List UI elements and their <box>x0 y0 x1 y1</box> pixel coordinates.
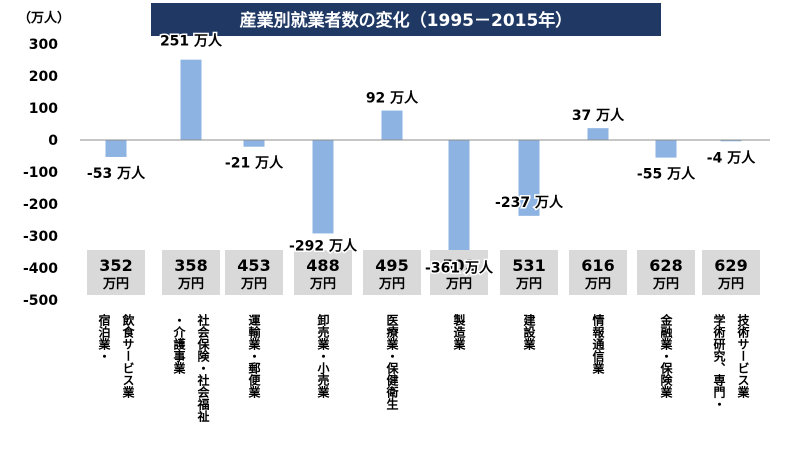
bar <box>180 59 202 140</box>
y-tick-label: 200 <box>29 69 58 85</box>
total-box-bg <box>363 250 421 295</box>
bar <box>655 140 677 158</box>
total-value: 531 <box>512 256 545 275</box>
category-label-line: ・介護事業 <box>172 314 186 374</box>
total-box: 531 万円 <box>500 250 558 295</box>
category-label-line: 建設業 <box>522 314 536 350</box>
bar <box>720 140 742 142</box>
category-label-line: 学術研究、専門・ <box>712 314 726 410</box>
bar <box>587 128 609 140</box>
category-label: 製造業 <box>429 314 489 444</box>
y-axis-label: （万人） <box>18 10 70 26</box>
y-tick-label: 300 <box>29 37 58 53</box>
category-label-line: 社会保険・社会福祉 <box>196 314 210 422</box>
y-tick-label: -400 <box>23 261 58 277</box>
data-label: -361 万人 <box>425 260 494 277</box>
category-label-line: 製造業 <box>452 314 466 350</box>
category-label-line: 宿泊業・ <box>97 314 111 362</box>
bar <box>381 110 403 140</box>
category-label-line: 医療業・保健衛生 <box>385 314 399 410</box>
data-label: 37 万人 <box>572 107 625 124</box>
total-box: 358 万円 <box>162 250 220 295</box>
total-box-bg <box>637 250 695 295</box>
title-banner <box>151 3 661 36</box>
category-label-line: 飲食サービス業 <box>121 314 135 398</box>
total-box-bg <box>162 250 220 295</box>
total-unit: 万円 <box>717 277 744 292</box>
total-box-bg <box>500 250 558 295</box>
data-label: 92 万人 <box>366 90 419 107</box>
total-value: 629 <box>714 256 747 275</box>
total-unit: 万円 <box>445 277 472 292</box>
total-box-bg <box>225 250 283 295</box>
category-label: 技術サービス業 学術研究、専門・ <box>701 314 761 444</box>
y-tick-label: 100 <box>29 101 58 117</box>
total-box-bg <box>569 250 627 295</box>
total-unit: 万円 <box>102 277 129 292</box>
category-label-line: 情報通信業 <box>591 314 605 374</box>
total-value: 502 <box>442 256 475 275</box>
category-label: 医療業・保健衛生 <box>362 314 422 444</box>
total-value: 628 <box>649 256 682 275</box>
total-box-bg <box>702 250 760 295</box>
bar <box>448 140 470 256</box>
total-unit: 万円 <box>515 277 542 292</box>
total-box-bg <box>87 250 145 295</box>
data-label: -292 万人 <box>289 237 358 254</box>
bar <box>312 140 334 234</box>
total-value: 488 <box>306 256 339 275</box>
category-label-line: 運輸業・郵便業 <box>247 314 261 398</box>
total-value: 616 <box>581 256 614 275</box>
category-label: 金融業・保険業 <box>636 314 696 444</box>
total-box: 453 万円 <box>225 250 283 295</box>
total-box-bg <box>430 250 488 295</box>
category-label-line: 金融業・保険業 <box>659 314 673 398</box>
total-value: 358 <box>174 256 207 275</box>
y-tick-label: -200 <box>23 197 58 213</box>
total-unit: 万円 <box>584 277 611 292</box>
total-box: 628 万円 <box>637 250 695 295</box>
total-box: 629 万円 <box>702 250 760 295</box>
total-value: 495 <box>375 256 408 275</box>
category-label-line: 卸売業・小売業 <box>316 314 330 398</box>
category-label: 飲食サービス業 宿泊業・ <box>86 314 146 444</box>
category-label: 卸売業・小売業 <box>293 314 353 444</box>
total-unit: 万円 <box>240 277 267 292</box>
total-unit: 万円 <box>652 277 679 292</box>
category-label-line: 技術サービス業 <box>736 314 750 398</box>
total-box: 616 万円 <box>569 250 627 295</box>
data-label: -21 万人 <box>225 155 284 172</box>
category-label: 運輸業・郵便業 <box>224 314 284 444</box>
category-label: 社会保険・社会福祉 ・介護事業 <box>161 314 221 444</box>
bar <box>518 140 540 216</box>
data-label: -237 万人 <box>495 194 564 211</box>
bar <box>243 140 265 147</box>
bar <box>105 140 127 157</box>
total-unit: 万円 <box>177 277 204 292</box>
total-unit: 万円 <box>378 277 405 292</box>
total-box-bg <box>294 250 352 295</box>
total-box: 502 万円 <box>430 250 488 295</box>
y-tick-label: -300 <box>23 229 58 245</box>
chart-title: 産業別就業者数の変化（1995－2015年） <box>240 10 573 31</box>
total-unit: 万円 <box>309 277 336 292</box>
data-label: -4 万人 <box>707 149 756 166</box>
total-box: 495 万円 <box>363 250 421 295</box>
data-label: -53 万人 <box>87 165 146 182</box>
y-tick-label: -100 <box>23 165 58 181</box>
category-label: 建設業 <box>499 314 559 444</box>
data-label: 251 万人 <box>160 33 223 50</box>
category-label: 情報通信業 <box>568 314 628 444</box>
total-value: 453 <box>237 256 270 275</box>
y-tick-label: -500 <box>23 293 58 309</box>
total-value: 352 <box>99 256 132 275</box>
y-tick-label: 0 <box>48 133 58 149</box>
total-box: 488 万円 <box>294 250 352 295</box>
total-box: 352 万円 <box>87 250 145 295</box>
data-label: -55 万人 <box>637 166 696 183</box>
